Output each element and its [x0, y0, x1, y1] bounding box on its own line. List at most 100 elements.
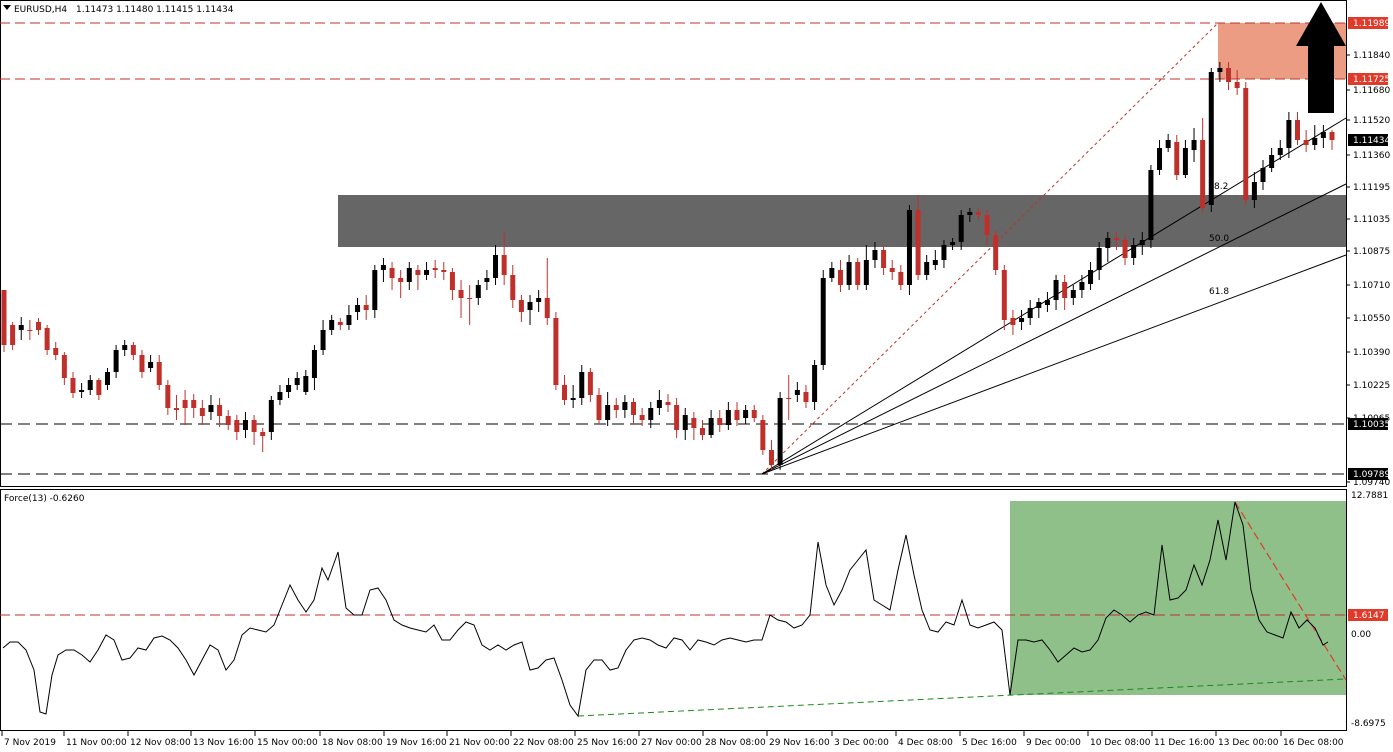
candle [1062, 275, 1068, 310]
candle [656, 390, 662, 415]
candle-body [173, 408, 179, 410]
time-tick-label: 15 Nov 00:00 [257, 738, 318, 748]
candle-body [501, 255, 507, 275]
candle-body [863, 260, 869, 285]
candle-body [70, 378, 76, 393]
candle-body [1234, 82, 1240, 88]
candle-body [139, 355, 145, 372]
fib-label-500: 50.0 [1209, 234, 1229, 244]
candle [475, 280, 481, 305]
candle [596, 388, 602, 424]
time-tick-label: 3 Dec 00:00 [834, 738, 889, 748]
candle-body [1001, 270, 1007, 320]
candle-body [320, 330, 326, 350]
candle [570, 385, 576, 408]
fib-fan-500 [761, 183, 1347, 475]
indicator-badge-level: 1.6147 [1348, 609, 1388, 621]
candle-body [915, 210, 921, 275]
candle-body [1191, 140, 1197, 150]
candle-body [674, 405, 680, 430]
candle-body [846, 262, 852, 285]
price-tick-label: 1.10390 [1353, 348, 1390, 358]
candle-body [829, 268, 835, 278]
candle [768, 440, 774, 470]
fib-fan-618 [761, 254, 1347, 475]
candle-body [1243, 88, 1249, 200]
candle-body [251, 420, 257, 432]
candle-body [10, 325, 16, 345]
candle-body [1122, 240, 1128, 258]
candle [708, 410, 714, 438]
price-tick-label: 1.11195 [1353, 183, 1390, 193]
candle-body [1019, 318, 1025, 322]
candle-body [691, 418, 697, 428]
candle [277, 385, 283, 405]
candle-body [1312, 138, 1318, 145]
time-tick-label: 22 Nov 08:00 [513, 738, 574, 748]
candle [648, 402, 654, 428]
time-axis: 7 Nov 2019 11 Nov 00:00 12 Nov 08:00 13 Nov… [1, 731, 1344, 748]
candle-body [1277, 148, 1283, 155]
candle-body [967, 212, 973, 215]
price-tick-label: 1.11520 [1353, 116, 1390, 126]
candle [96, 378, 102, 400]
candle-body [639, 415, 645, 420]
candle [665, 394, 671, 412]
time-tick-label: 18 Nov 08:00 [322, 738, 383, 748]
price-badge-level-1: 1.11989 [1348, 17, 1390, 29]
candle-body [415, 270, 421, 275]
candle-body [113, 350, 119, 372]
candle [415, 265, 421, 290]
candle-body [1208, 72, 1214, 205]
candle [372, 265, 378, 318]
candle-body [950, 242, 956, 245]
candle [406, 262, 412, 290]
candle [1001, 265, 1007, 330]
candle [682, 408, 688, 440]
candle-body [1, 290, 7, 345]
time-tick-label: 19 Nov 16:00 [386, 738, 447, 748]
candle [79, 383, 85, 398]
candle [208, 395, 214, 420]
candle-body [484, 278, 490, 282]
candle-body [44, 328, 50, 350]
candle [1157, 140, 1163, 175]
candle [829, 262, 835, 282]
candle-body [380, 265, 386, 270]
candle-body [605, 405, 611, 420]
candle-body [1269, 155, 1275, 168]
candle [915, 195, 921, 280]
triangle-down-icon[interactable] [3, 5, 11, 10]
candle [165, 380, 171, 415]
price-tick-label: 1.11840 [1353, 51, 1390, 61]
svg-text:1.6147: 1.6147 [1353, 611, 1385, 621]
candle [286, 378, 292, 398]
candle [1122, 235, 1128, 265]
candle [484, 270, 490, 290]
candle-body [803, 392, 809, 402]
svg-text:1.10035: 1.10035 [1353, 420, 1390, 430]
candle-body [975, 212, 981, 215]
candle [803, 385, 809, 408]
candle [1165, 134, 1171, 152]
candle [61, 352, 67, 385]
candle [389, 262, 395, 290]
candle-body [53, 348, 59, 355]
candle [424, 262, 430, 280]
candle-body [148, 362, 154, 368]
candle [1182, 140, 1188, 178]
candle-body [242, 420, 248, 430]
candle-body [35, 322, 41, 330]
candle-body [768, 450, 774, 465]
candle-body [18, 325, 24, 330]
candle [674, 398, 680, 438]
candle-body [1329, 132, 1335, 140]
candle [794, 382, 800, 402]
candle [320, 320, 326, 355]
candle [906, 205, 912, 295]
price-badge-level-3: 1.10035 [1348, 418, 1390, 430]
candle [777, 392, 783, 470]
candle-body [984, 215, 990, 235]
candle [139, 350, 145, 378]
